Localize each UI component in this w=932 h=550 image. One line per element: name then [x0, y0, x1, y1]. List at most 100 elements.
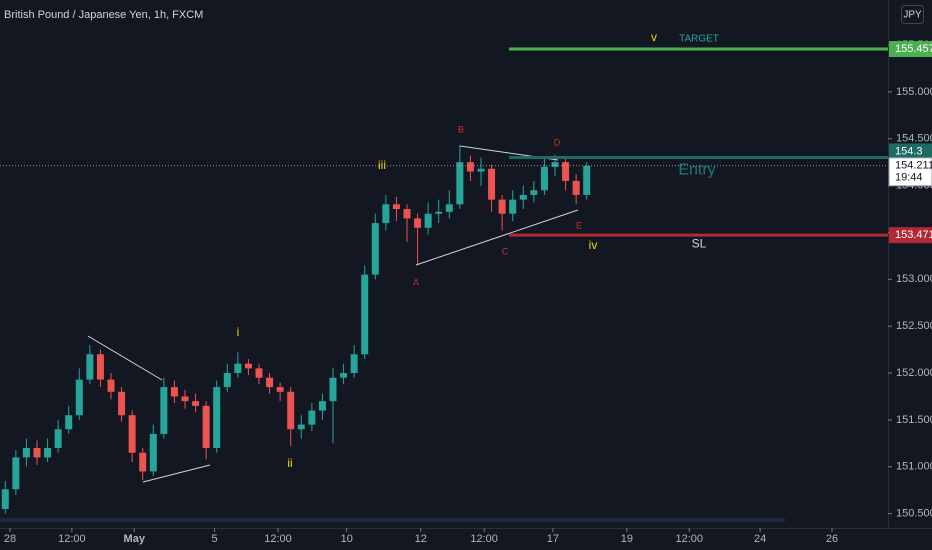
- level-price-box: [889, 227, 932, 244]
- x-tick-label: 12:00: [58, 533, 86, 545]
- candle-body: [54, 429, 62, 449]
- wave-label: iii: [378, 158, 386, 172]
- candle-body: [488, 168, 496, 200]
- candle-body: [350, 354, 358, 374]
- candle-body: [128, 415, 136, 453]
- candle-body: [107, 379, 115, 392]
- candle-body: [551, 162, 559, 167]
- last-price-label: 154.211: [895, 160, 932, 172]
- x-tick-label: 12: [415, 533, 427, 545]
- candle-body: [202, 405, 210, 449]
- candle-body: [139, 452, 147, 472]
- wave-label: ii: [287, 456, 292, 470]
- candle-body: [509, 199, 517, 214]
- candle-body: [223, 373, 231, 388]
- point-label: D: [554, 137, 561, 147]
- candle-body: [371, 223, 379, 275]
- candle-body: [297, 424, 305, 430]
- candle-body: [65, 415, 73, 430]
- wave-label: iv: [589, 238, 598, 252]
- candle-body: [118, 391, 126, 416]
- candle-body: [96, 354, 104, 380]
- point-label: E: [576, 220, 582, 230]
- level-price-box: [889, 143, 932, 160]
- y-tick-label: 151.000: [896, 461, 932, 473]
- candle-body: [160, 387, 168, 434]
- point-label: C: [502, 246, 509, 256]
- range-bar: [0, 518, 785, 522]
- x-tick-label: 17: [547, 533, 559, 545]
- candle-body: [234, 363, 242, 374]
- plot-layer: [1, 145, 591, 514]
- candle-body: [403, 209, 411, 219]
- level-name: Entry: [678, 162, 715, 179]
- candle-body: [318, 401, 326, 411]
- candle-body: [287, 391, 295, 430]
- candle-body: [414, 218, 422, 228]
- level-price-label: 153.471: [895, 229, 932, 241]
- x-tick-label: 26: [826, 533, 838, 545]
- x-tick-label: 28: [4, 533, 16, 545]
- countdown-label: 19:44: [895, 172, 923, 184]
- candle-body: [572, 180, 580, 195]
- candle-body: [308, 410, 316, 425]
- candle-body: [276, 387, 284, 392]
- candle-body: [44, 448, 52, 458]
- trend-line: [87, 335, 163, 381]
- x-tick-label: 10: [341, 533, 353, 545]
- candle-body: [477, 168, 485, 172]
- candle-body: [181, 396, 189, 402]
- candle-body: [149, 433, 157, 472]
- trend-line: [415, 209, 579, 266]
- candle-body: [266, 377, 274, 388]
- candle-body: [329, 377, 337, 402]
- candle-body: [466, 162, 474, 172]
- y-tick-label: 150.500: [896, 508, 932, 520]
- candle-body: [392, 204, 400, 210]
- point-label: B: [458, 124, 464, 134]
- trend-line: [142, 464, 211, 483]
- y-tick-label: 151.500: [896, 414, 932, 426]
- candle-body: [519, 194, 527, 200]
- candle-body: [244, 363, 252, 369]
- y-tick-label: 155.000: [896, 86, 932, 98]
- candle-body: [192, 401, 200, 406]
- point-label: A: [413, 277, 419, 287]
- x-tick-label: 12:00: [675, 533, 703, 545]
- candle-body: [75, 379, 83, 416]
- candle-body: [530, 190, 538, 195]
- level-price-label: 154.3: [895, 145, 923, 157]
- candle-body: [12, 457, 20, 490]
- candle-body: [498, 199, 506, 214]
- candle-body: [1, 489, 9, 509]
- wave-label: i: [237, 325, 240, 339]
- candle-body: [33, 448, 41, 458]
- candle-body: [22, 448, 30, 458]
- candle-body: [456, 162, 464, 205]
- candle-body: [445, 204, 453, 212]
- candle-body: [583, 165, 591, 195]
- x-tick-label: 12:00: [264, 533, 292, 545]
- candle-body: [255, 368, 263, 378]
- candle-body: [540, 166, 548, 191]
- level-price-label: 155.457: [895, 43, 932, 55]
- candle-body: [562, 162, 570, 181]
- y-tick-label: 154.500: [896, 133, 932, 145]
- x-tick-label: 24: [754, 533, 766, 545]
- candle-body: [382, 204, 390, 224]
- x-tick-label: 19: [621, 533, 633, 545]
- currency-button[interactable]: [901, 5, 924, 24]
- level-name: TARGET: [679, 34, 719, 45]
- candle-body: [213, 387, 221, 449]
- y-tick-label: 152.500: [896, 320, 932, 332]
- last-price-box: [888, 157, 932, 187]
- candle-body: [435, 211, 443, 214]
- wave-label: v: [651, 30, 657, 44]
- x-tick-label: 12:00: [470, 533, 498, 545]
- y-tick-label: 153.000: [896, 273, 932, 285]
- candle-body: [170, 387, 178, 397]
- y-tick-label: 152.000: [896, 367, 932, 379]
- currency-label[interactable]: JPY: [903, 10, 922, 21]
